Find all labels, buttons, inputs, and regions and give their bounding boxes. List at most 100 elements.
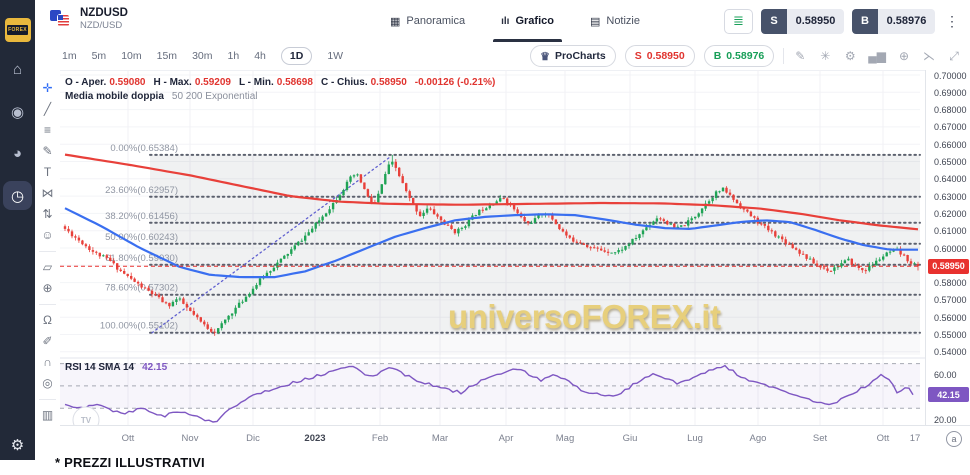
tab-notizie[interactable]: ▤ Notizie — [590, 0, 640, 42]
rsi-axis-label[interactable]: 20.00 — [934, 414, 957, 425]
price-axis-label[interactable]: 0.65000 — [934, 157, 967, 167]
price-axis-label[interactable]: 0.56000 — [934, 312, 967, 323]
ohlc-value: 0.58698 — [276, 77, 313, 88]
price-chart[interactable]: 0.00%(0.65384) 23.60%(0.62957) 38.20%(0.61… — [60, 70, 925, 425]
timeframe-4h[interactable]: 4h — [254, 50, 266, 62]
lock-drawings-icon[interactable]: ∩ — [43, 354, 52, 369]
rsi-axis-label[interactable]: 60.00 — [934, 370, 957, 381]
price-axis-label[interactable]: 0.55000 — [934, 330, 967, 340]
sell-button[interactable]: S 0.58950 — [761, 8, 844, 34]
timeframe-1W[interactable]: 1W — [327, 50, 344, 62]
trendline-icon[interactable]: ╱ — [43, 101, 52, 116]
hide-drawings-icon[interactable]: ◎ — [42, 375, 53, 390]
share-icon[interactable]: ⋋ — [923, 49, 935, 63]
ohlc-label: O - Aper. — [65, 77, 107, 88]
tab-panoramica[interactable]: ▦ Panoramica — [390, 0, 465, 42]
time-axis-label[interactable]: Giu — [622, 433, 638, 444]
text-icon[interactable]: T — [43, 164, 52, 179]
fullscreen-icon[interactable]: ⤢ — [949, 48, 959, 63]
timeframe-30m[interactable]: 30m — [192, 50, 213, 62]
sell-pill-value: 0.58950 — [646, 50, 685, 62]
time-axis-label[interactable]: Ott — [121, 433, 135, 444]
svg-text:38.20%(0.61456): 38.20%(0.61456) — [105, 211, 178, 222]
procharts-label: ProCharts — [554, 50, 606, 62]
price-axis[interactable]: 0.70000 0.69000 0.68000 0.67000 0.66000 0.650… — [925, 70, 970, 425]
magnet-icon[interactable]: Ω — [43, 312, 52, 327]
alerts-icon[interactable]: ✳ — [820, 49, 831, 63]
time-axis-label[interactable]: Mag — [555, 433, 575, 444]
sidebar-item-watchlist[interactable]: ◉ — [10, 103, 25, 121]
timeframe-10m[interactable]: 10m — [121, 50, 142, 62]
draw-mode-icon[interactable]: ✐ — [42, 333, 53, 348]
time-axis-label[interactable]: Nov — [181, 433, 199, 444]
more-menu-icon[interactable]: ⋮ — [945, 12, 959, 29]
zoom-in-icon[interactable]: ⊕ — [42, 280, 53, 295]
fib-retracement-icon[interactable]: ≡ — [43, 122, 51, 137]
crosshair-icon[interactable]: ✛ — [42, 80, 53, 95]
tab-label: Notizie — [606, 15, 640, 27]
tab-grafico[interactable]: ılı Grafico — [493, 0, 562, 42]
price-axis-label[interactable]: 0.70000 — [934, 70, 967, 81]
price-axis-label[interactable]: 0.66000 — [934, 139, 967, 150]
time-axis-label[interactable]: Ott — [876, 433, 890, 444]
procharts-button[interactable]: ♛ ProCharts — [530, 45, 616, 67]
emoji-icon[interactable]: ☺ — [41, 227, 54, 242]
time-axis-label[interactable]: Set — [812, 433, 828, 444]
brand-logo[interactable]: FOREX — [4, 18, 31, 42]
timeframe-1D[interactable]: 1D — [280, 47, 313, 65]
chart-settings-icon[interactable]: ⚙ — [844, 49, 856, 63]
buy-pill-value: 0.58976 — [726, 50, 765, 62]
orders-check-icon[interactable]: ≣ — [724, 8, 753, 34]
indicators-icon[interactable]: ▄▆ — [868, 49, 886, 63]
price-axis-label[interactable]: 0.54000 — [934, 347, 967, 358]
svg-text:0.00%(0.65384): 0.00%(0.65384) — [110, 143, 178, 154]
timeframe-1m[interactable]: 1m — [62, 50, 77, 62]
time-axis-label[interactable]: Apr — [498, 433, 514, 444]
sidebar-item-analytics[interactable]: ◕ — [12, 145, 23, 162]
buy-button-label: B — [852, 8, 878, 34]
time-axis-label[interactable]: 17 — [909, 433, 921, 444]
price-axis-label[interactable]: 0.60000 — [934, 243, 967, 254]
price-axis-label[interactable]: 0.63000 — [934, 191, 967, 202]
ma-indicator-legend[interactable]: Media mobile doppia 50 200 Exponential — [65, 91, 258, 102]
timeframe-1h[interactable]: 1h — [227, 50, 240, 62]
price-axis-label[interactable]: 0.61000 — [934, 226, 967, 237]
svg-text:TV: TV — [81, 416, 92, 425]
time-axis-label[interactable]: Mar — [431, 433, 449, 444]
time-axis-label[interactable]: Dic — [246, 433, 260, 444]
app-sidebar: FOREX ⌂ ◉ ◕ ◷ ⚙ — [0, 0, 35, 460]
timeframe-5m[interactable]: 5m — [91, 50, 107, 62]
sidebar-item-history[interactable]: ◷ — [3, 181, 32, 210]
svg-text:23.60%(0.62957): 23.60%(0.62957) — [105, 185, 178, 196]
chart-svg[interactable]: 0.00%(0.65384) 23.60%(0.62957) 38.20%(0.61… — [60, 70, 925, 425]
price-axis-label[interactable]: 0.57000 — [934, 295, 967, 306]
price-axis-label[interactable]: 0.62000 — [934, 208, 967, 219]
compare-add-icon[interactable]: ⊕ — [898, 49, 910, 63]
toolbar-divider — [39, 399, 56, 400]
long-short-position-icon[interactable]: ⇅ — [42, 206, 53, 221]
draw-icon[interactable]: ✎ — [795, 49, 806, 63]
time-axis[interactable]: Ott Nov Dic 2023 Feb Mar Apr Mag Giu Lug Ago Set Ott… — [60, 425, 970, 451]
price-axis-label[interactable]: 0.58000 — [934, 278, 967, 289]
rsi-indicator-legend[interactable]: RSI 14 SMA 14 42.15 — [65, 362, 167, 373]
remove-drawings-icon[interactable]: ▥ — [41, 407, 54, 422]
timeframe-15m[interactable]: 15m — [156, 50, 178, 62]
sell-price-pill[interactable]: S 0.58950 — [624, 45, 695, 67]
symbol-header[interactable]: NZDUSD NZD/USD — [49, 6, 128, 31]
sidebar-item-home[interactable]: ⌂ — [12, 61, 23, 78]
xabcd-pattern-icon[interactable]: ⋈ — [41, 185, 54, 200]
brush-icon[interactable]: ✎ — [42, 143, 53, 158]
time-axis-label[interactable]: Lug — [687, 433, 703, 444]
buy-price-pill[interactable]: B 0.58976 — [703, 45, 775, 67]
price-axis-label[interactable]: 0.69000 — [934, 87, 967, 98]
price-axis-label[interactable]: 0.68000 — [934, 105, 967, 116]
timezone-button[interactable]: a — [946, 431, 962, 447]
ruler-icon[interactable]: ▱ — [42, 259, 53, 274]
time-axis-label[interactable]: 2023 — [304, 433, 326, 444]
time-axis-label[interactable]: Ago — [749, 433, 767, 444]
settings-icon[interactable]: ⚙ — [10, 437, 25, 454]
time-axis-label[interactable]: Feb — [371, 433, 389, 444]
price-axis-label[interactable]: 0.64000 — [934, 174, 967, 185]
buy-button[interactable]: B 0.58976 — [852, 8, 935, 34]
price-axis-label[interactable]: 0.67000 — [934, 122, 967, 133]
